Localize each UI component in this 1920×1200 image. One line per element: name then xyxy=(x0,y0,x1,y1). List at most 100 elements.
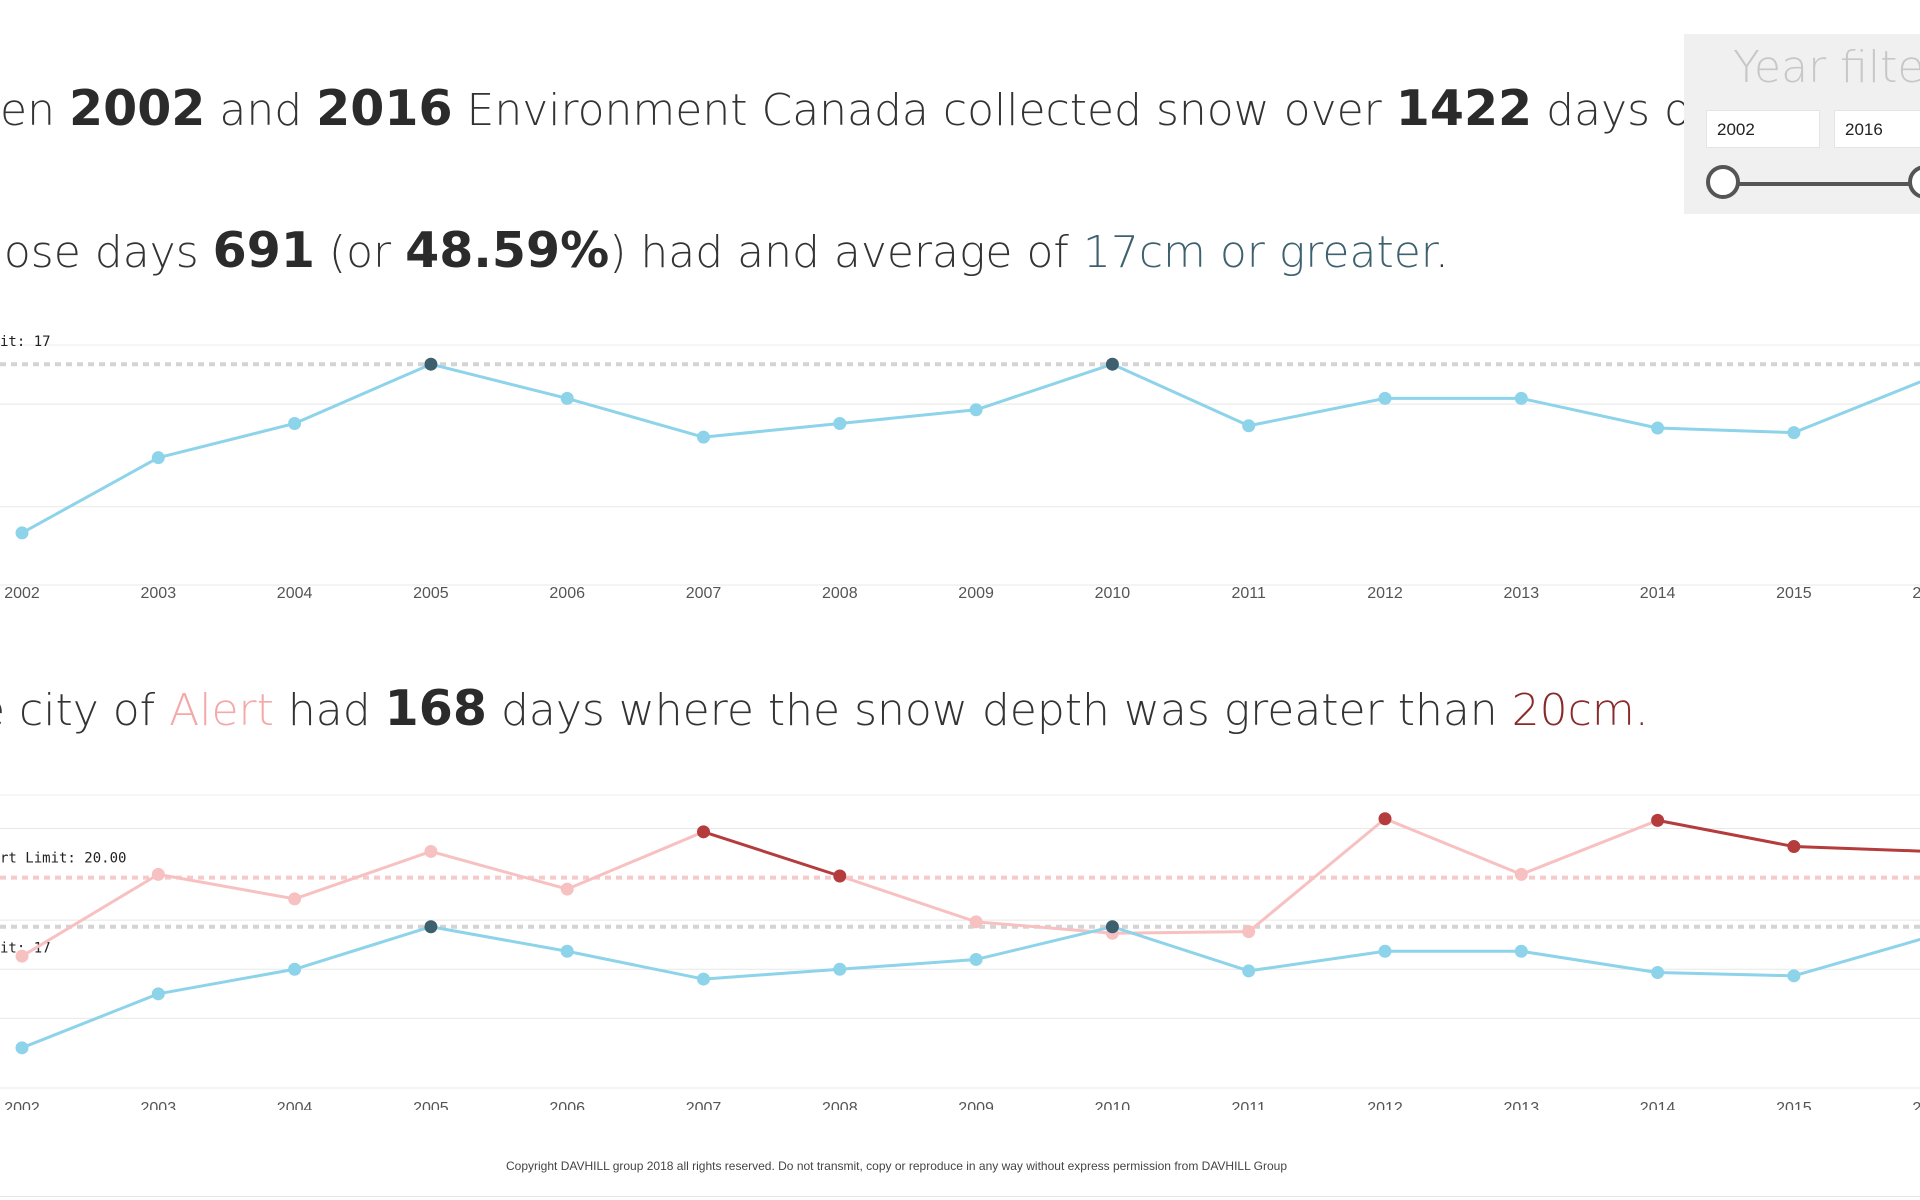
series-1-point-2002 xyxy=(15,1041,29,1055)
city-name: Alert xyxy=(169,685,274,736)
x-tick-label-2002: 2002 xyxy=(4,1100,40,1110)
days-over-threshold-value: 691 xyxy=(212,222,315,279)
x-tick-label-2008: 2008 xyxy=(822,1100,858,1110)
series-0-point-2004 xyxy=(288,892,302,906)
sentence2-open: (or xyxy=(314,227,406,278)
series-0-point-2010 xyxy=(1105,357,1119,371)
x-tick-label-2015: 2015 xyxy=(1776,585,1812,602)
series-0-segment-6 xyxy=(838,408,978,425)
sentence2-middle: ) had and average of xyxy=(609,227,1083,278)
series-0-point-2002 xyxy=(15,949,29,963)
sentence1-middle-text: Environment Canada collected snow over xyxy=(452,85,1396,136)
series-1-segment-9 xyxy=(1247,949,1387,973)
series-1-point-2005 xyxy=(424,920,438,934)
year-filter-title: Year filter xyxy=(1733,42,1920,93)
series-1-segment-1 xyxy=(156,967,297,996)
x-tick-label-2007: 2007 xyxy=(686,1100,722,1110)
series-0-segment-0 xyxy=(20,872,160,958)
x-tick-label-2003: 2003 xyxy=(141,585,177,602)
alert-vs-average-chart: rt Limit: 20.00 it: 17 2002 2003 2004 2005 200… xyxy=(0,794,1920,1110)
series-0-segment-2 xyxy=(293,362,433,425)
series-1-segment-4 xyxy=(565,949,705,981)
sentence3-prefix: e city of xyxy=(0,685,156,736)
start-year-value: 2002 xyxy=(69,80,206,137)
series-1-point-2013 xyxy=(1514,944,1528,958)
x-tick-label-2014: 2014 xyxy=(1640,585,1676,602)
series-0-point-2007 xyxy=(697,825,710,839)
x-tick-label-2015: 2015 xyxy=(1776,1100,1812,1110)
series-1-segment-7 xyxy=(974,925,1114,961)
series-1-point-2009 xyxy=(969,952,983,966)
sentence1-and: and xyxy=(205,85,317,136)
series-0-segment-10 xyxy=(1383,817,1523,876)
series-0-segment-0 xyxy=(20,456,160,535)
year-to-input[interactable]: 2016 xyxy=(1834,110,1920,148)
year-slider-end-handle[interactable] xyxy=(1908,165,1920,199)
series-0-segment-3 xyxy=(429,362,569,400)
series-0-point-2009 xyxy=(969,915,983,929)
total-days-value: 1422 xyxy=(1395,80,1533,137)
series-0-point-2006 xyxy=(560,391,574,405)
year-from-input[interactable]: 2002 xyxy=(1706,110,1820,148)
summary-sentence-2: hose days 691 (or 48.59%) had and averag… xyxy=(0,222,1449,279)
series-0-segment-11 xyxy=(1519,818,1660,876)
series-1-point-2008 xyxy=(833,962,847,976)
series-0-point-2005 xyxy=(424,844,438,858)
series-1-point-2010 xyxy=(1105,920,1119,934)
series-0-point-2003 xyxy=(151,867,165,881)
series-0-point-2011 xyxy=(1242,419,1256,433)
series-0-point-2013 xyxy=(1514,867,1528,881)
series-0-segment-12 xyxy=(1656,818,1796,849)
year-slider-track[interactable] xyxy=(1726,182,1920,186)
series-0-segment-1 xyxy=(156,421,297,460)
series-0-segment-12 xyxy=(1656,426,1796,435)
x-tick-label-2013: 2013 xyxy=(1504,585,1540,602)
series-1-point-2015 xyxy=(1787,969,1801,983)
series-0-segment-4 xyxy=(565,830,705,891)
series-1-point-2003 xyxy=(151,987,165,1001)
x-tick-label-2007: 2007 xyxy=(686,585,722,602)
summary-sentence-1: ween 2002 and 2016 Environment Canada co… xyxy=(0,80,1833,137)
x-tick-label-2016: 2016 xyxy=(1912,585,1920,602)
x-tick-label-2011: 2011 xyxy=(1231,585,1266,602)
x-tick-label-2003: 2003 xyxy=(141,1100,177,1110)
x-tick-label-2010: 2010 xyxy=(1095,585,1131,602)
series-0-point-2015 xyxy=(1787,840,1801,854)
series-0-segment-8 xyxy=(1110,362,1251,428)
bottom-divider xyxy=(0,1196,1920,1197)
series-0-segment-5 xyxy=(702,421,842,439)
reference-label-1: it: 17 xyxy=(0,941,51,957)
x-tick-label-2010: 2010 xyxy=(1095,1100,1131,1110)
sentence3-had: had xyxy=(273,685,385,736)
series-0-segment-3 xyxy=(429,849,569,891)
series-1-point-2011 xyxy=(1242,964,1256,978)
series-0-segment-6 xyxy=(838,874,978,924)
x-tick-label-2012: 2012 xyxy=(1367,1100,1403,1110)
series-0-point-2012 xyxy=(1378,812,1392,826)
series-0-segment-5 xyxy=(702,830,842,878)
series-1-segment-11 xyxy=(1519,949,1660,975)
year-slider-start-handle[interactable] xyxy=(1706,165,1740,199)
x-tick-label-2014: 2014 xyxy=(1640,1100,1676,1110)
year-filter-panel: Year filter 2002 2016 xyxy=(1684,34,1920,214)
reference-label-0: it: 17 xyxy=(0,334,51,350)
x-tick-label-2004: 2004 xyxy=(277,585,313,602)
percent-value: 48.59% xyxy=(405,222,610,279)
x-tick-label-2009: 2009 xyxy=(958,585,994,602)
series-1-point-2006 xyxy=(560,944,574,958)
series-0-point-2004 xyxy=(288,416,302,430)
series-1-point-2007 xyxy=(697,972,710,986)
series-1-point-2012 xyxy=(1378,944,1392,958)
x-tick-label-2004: 2004 xyxy=(277,1100,313,1110)
series-0-point-2006 xyxy=(560,882,574,896)
x-tick-label-2013: 2013 xyxy=(1504,1100,1540,1110)
end-year-value: 2016 xyxy=(316,80,453,137)
series-1-segment-2 xyxy=(293,925,433,971)
x-tick-label-2005: 2005 xyxy=(413,585,449,602)
series-0-point-2008 xyxy=(833,869,847,883)
sentence3-middle: days where the snow depth was greater th… xyxy=(486,685,1512,736)
series-0-point-2007 xyxy=(697,430,710,444)
x-tick-label-2008: 2008 xyxy=(822,585,858,602)
x-tick-label-2006: 2006 xyxy=(549,1100,585,1110)
reference-label-0: rt Limit: 20.00 xyxy=(0,851,126,867)
